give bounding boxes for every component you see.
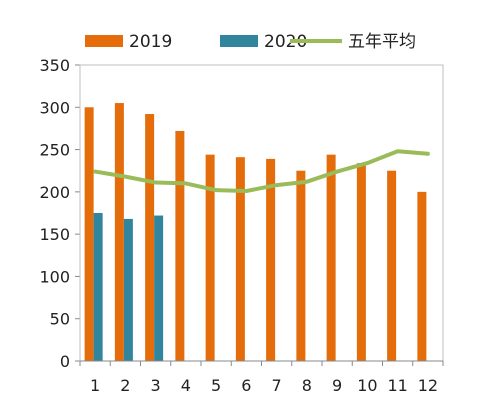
y-tick-label: 100: [39, 267, 70, 286]
x-tick-label: 8: [302, 376, 312, 395]
x-tick-label: 10: [357, 376, 377, 395]
x-tick-label: 6: [241, 376, 251, 395]
y-tick-label: 350: [39, 56, 70, 75]
bar-2020-1: [93, 213, 103, 361]
legend-label: 2020: [264, 32, 307, 52]
bar-2019-10: [356, 163, 366, 361]
x-tick-label: 2: [120, 376, 130, 395]
x-tick-label: 9: [332, 376, 342, 395]
x-tick-label: 1: [90, 376, 100, 395]
x-axis: 1 2 3 4 5 6 7 8 9 10 11 12: [79, 360, 444, 395]
y-tick-label: 250: [39, 141, 70, 160]
x-tick-label: 4: [181, 376, 191, 395]
plot-area: [79, 64, 444, 362]
x-tick-label: 11: [387, 376, 407, 395]
bar-2019-4: [175, 130, 185, 361]
bar-2019-5: [205, 154, 215, 361]
bar-2019-8: [296, 170, 306, 361]
y-tick-label: 0: [60, 352, 70, 371]
bar-2019-2: [114, 103, 124, 362]
bar-2020-3: [154, 215, 164, 361]
bar-2019-12: [417, 191, 427, 361]
bar-2019-9: [326, 154, 336, 361]
legend-label: 2019: [129, 32, 172, 52]
legend-swatch: [220, 35, 258, 47]
bar-2020-2: [123, 218, 133, 361]
bar-2019-1: [84, 107, 94, 362]
y-tick-label: 50: [50, 310, 70, 329]
legend: 2019 2020 五年平均: [85, 32, 416, 52]
y-tick-label: 300: [39, 98, 70, 117]
y-tick-label: 200: [39, 183, 70, 202]
x-tick-label: 5: [211, 376, 221, 395]
bar-2019-7: [266, 158, 276, 361]
y-tick-label: 150: [39, 225, 70, 244]
bar-2019-6: [235, 157, 245, 361]
bar-2019-3: [145, 114, 155, 362]
legend-label: 五年平均: [348, 32, 416, 52]
x-tick-label: 7: [272, 376, 282, 395]
legend-swatch: [85, 35, 123, 47]
bar-2019-11: [387, 170, 397, 361]
x-tick-label: 3: [151, 376, 161, 395]
x-tick-label: 12: [418, 376, 438, 395]
line-series-five-year-average: [93, 149, 430, 194]
y-axis: 0 50 100 150 200 250 300 350: [39, 56, 80, 371]
